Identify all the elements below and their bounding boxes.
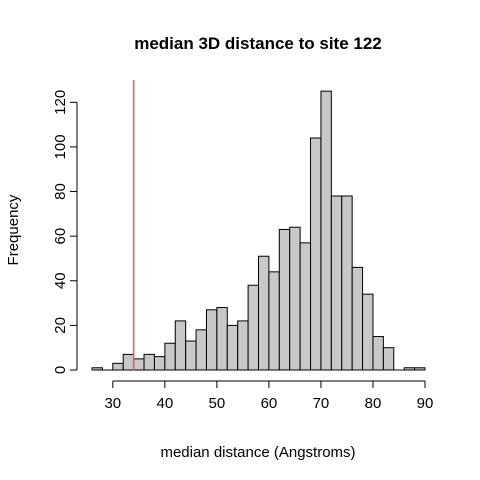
- x-axis: 30 40 50 60 70 80 90: [104, 380, 434, 412]
- histogram-bar: [216, 307, 228, 371]
- x-tick-label: 50: [209, 395, 226, 412]
- histogram-bar: [143, 353, 155, 371]
- histogram-bar: [289, 226, 301, 371]
- histogram-bar: [226, 324, 239, 371]
- histogram-bar: [133, 358, 145, 371]
- histogram-bar: [122, 353, 135, 371]
- y-tick-label: 20: [52, 317, 69, 334]
- histogram-bar: [351, 266, 364, 371]
- x-tick-label: 60: [261, 395, 278, 412]
- histogram-bar: [205, 309, 218, 371]
- x-axis-label: median distance (Angstroms): [160, 444, 355, 461]
- bars-group: [91, 90, 426, 371]
- y-tick-label: 40: [52, 272, 69, 289]
- histogram-bar: [372, 336, 384, 371]
- histogram-bar: [258, 255, 270, 371]
- y-tick-label: 60: [52, 228, 69, 245]
- histogram-bar: [330, 195, 343, 371]
- histogram-bar: [247, 284, 259, 371]
- y-axis: 0 20 40 60 80 100 120: [52, 90, 78, 374]
- y-tick-label: 0: [52, 366, 69, 374]
- histogram-bar: [310, 137, 322, 371]
- histogram-bar: [153, 356, 166, 371]
- y-tick-label: 80: [52, 183, 69, 200]
- histogram-bar: [237, 320, 249, 371]
- histogram-bar: [278, 228, 291, 371]
- histogram-bar: [403, 367, 416, 371]
- histogram-bar: [91, 367, 103, 371]
- histogram-bar: [320, 90, 332, 371]
- histogram-bar: [164, 342, 176, 371]
- y-tick-label: 120: [52, 90, 69, 115]
- histogram-bar: [185, 340, 197, 371]
- histogram-bar: [341, 195, 353, 371]
- x-tick-label: 70: [313, 395, 330, 412]
- histogram-bar: [268, 271, 280, 371]
- histogram-bar: [362, 293, 374, 371]
- x-tick-label: 90: [417, 395, 434, 412]
- x-tick-label: 30: [104, 395, 121, 412]
- x-tick-label: 40: [157, 395, 174, 412]
- y-axis-label: Frequency: [5, 194, 22, 265]
- histogram-bar: [382, 347, 395, 371]
- chart-title: median 3D distance to site 122: [134, 34, 382, 53]
- histogram-bar: [112, 362, 124, 371]
- histogram-bar: [299, 242, 312, 371]
- histogram-bar: [195, 329, 207, 371]
- y-tick-label: 100: [52, 134, 69, 159]
- x-tick-label: 80: [365, 395, 382, 412]
- histogram-bar: [414, 367, 426, 371]
- histogram-bar: [174, 320, 187, 371]
